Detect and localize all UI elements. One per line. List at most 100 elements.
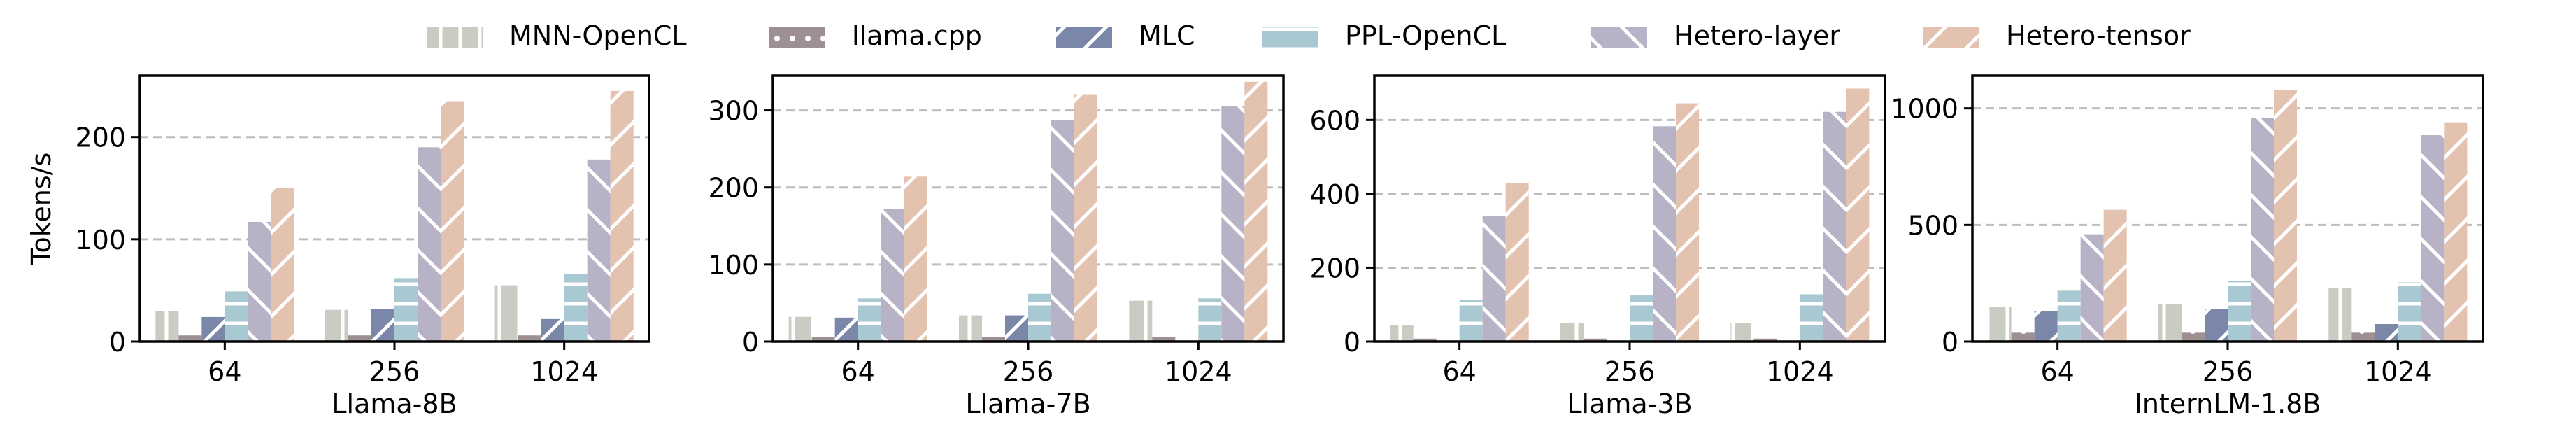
bar-mnn-opencl-64 (155, 311, 179, 342)
chart-panels: 0 100 200 64 256 1024 Llama-8B Tokens/s 0 100 200 3… (26, 74, 2484, 419)
y-tick-label: 1000 (1891, 94, 1958, 125)
x-tick-label: 1024 (530, 356, 598, 387)
bar-ppl-opencl-1024 (1198, 298, 1222, 342)
x-tick-label: 64 (841, 356, 874, 387)
bar-hetero-layer-64 (2080, 234, 2104, 342)
bar-ppl-opencl-256 (1028, 293, 1051, 342)
bar-mlc-64 (2034, 311, 2058, 342)
bar-hetero-layer-64 (881, 209, 904, 342)
y-tick-label: 600 (1309, 105, 1360, 136)
x-tick-label: 64 (1442, 356, 1476, 387)
bar-hetero-tensor-1024 (610, 90, 634, 342)
x-tick-label: 256 (1003, 356, 1054, 387)
x-axis-label: InternLM-1.8B (2135, 388, 2321, 419)
bar-hetero-layer-64 (1482, 216, 1506, 342)
x-tick-label: 64 (2040, 356, 2074, 387)
bar-mnn-opencl-256 (2158, 304, 2182, 342)
bar-hetero-layer-256 (418, 147, 441, 342)
x-tick-label: 256 (1604, 356, 1656, 387)
y-tick-label: 200 (708, 173, 759, 204)
bar-hetero-layer-1024 (1823, 111, 1846, 342)
bar-hetero-layer-1024 (2421, 135, 2445, 342)
legend-label: MNN-OpenCL (509, 20, 687, 51)
bar-mlc-1024 (2375, 324, 2398, 342)
bar-llama-cpp-256 (982, 337, 1005, 342)
bar-mnn-opencl-64 (1988, 307, 2012, 342)
bar-llama-cpp-64 (811, 337, 835, 342)
bar-hetero-layer-1024 (1221, 106, 1245, 342)
bar-mlc-64 (201, 316, 225, 342)
bar-ppl-opencl-1024 (1800, 294, 1823, 342)
bar-mnn-opencl-256 (325, 309, 348, 342)
chart-internlm-1-8b: 0 500 1000 64 256 1024 InternLM-1.8B (1891, 74, 2484, 419)
bar-hetero-tensor-1024 (1846, 88, 1870, 342)
y-tick-label: 0 (1344, 327, 1360, 358)
x-tick-label: 1024 (1766, 356, 1834, 387)
bar-hetero-layer-1024 (587, 159, 611, 342)
bar-llama-cpp-64 (2011, 332, 2035, 342)
bar-llama-cpp-256 (1584, 338, 1607, 342)
bar-ppl-opencl-256 (2228, 281, 2251, 342)
y-tick-label: 500 (1907, 210, 1958, 241)
legend-label: Hetero-tensor (2006, 20, 2191, 51)
chart-llama-3b: 0 200 400 600 64 256 1024 Llama-3B (1309, 74, 1886, 419)
bar-mlc-256 (1005, 315, 1028, 342)
x-tick-label: 256 (369, 356, 420, 387)
bar-mnn-opencl-256 (959, 315, 982, 342)
y-tick-label: 200 (75, 122, 126, 153)
legend-label: MLC (1139, 20, 1195, 51)
chart-llama-8b: 0 100 200 64 256 1024 Llama-8B Tokens/s (26, 74, 650, 419)
legend-entry-mlc: MLC (1056, 20, 1195, 51)
x-axis-label: Llama-3B (1567, 388, 1692, 419)
bar-mnn-opencl-256 (1560, 323, 1584, 342)
plot-frame (138, 74, 650, 343)
bar-mnn-opencl-64 (1390, 325, 1414, 342)
bar-hetero-layer-256 (2251, 118, 2274, 342)
bar-hetero-layer-256 (1051, 120, 1074, 342)
x-axis-label: Llama-7B (965, 388, 1090, 419)
x-tick-label: 1024 (2364, 356, 2432, 387)
legend-swatch (1262, 27, 1318, 48)
bar-llama-cpp-1024 (518, 335, 541, 342)
legend-entry-mnn-opencl: MNN-OpenCL (427, 20, 687, 51)
legend-swatch (1591, 27, 1647, 48)
legend-entry-hetero-layer: Hetero-layer (1591, 20, 1840, 51)
bar-mnn-opencl-1024 (1129, 300, 1153, 342)
x-tick-label: 64 (208, 356, 241, 387)
bar-hetero-tensor-256 (2274, 90, 2297, 342)
bar-mlc-256 (371, 309, 394, 342)
bar-hetero-tensor-1024 (1244, 81, 1268, 342)
y-axis-label: Tokens/s (26, 153, 57, 266)
y-tick-label: 300 (708, 96, 759, 127)
bar-hetero-tensor-64 (271, 188, 294, 342)
x-tick-label: 1024 (1165, 356, 1232, 387)
bar-mnn-opencl-64 (788, 316, 812, 342)
y-tick-label: 200 (1309, 253, 1360, 284)
bar-ppl-opencl-64 (858, 298, 881, 342)
bar-hetero-tensor-256 (441, 101, 464, 342)
bar-hetero-tensor-64 (1505, 183, 1529, 342)
bar-hetero-tensor-256 (1074, 94, 1097, 342)
bar-mlc-1024 (541, 318, 564, 342)
bar-ppl-opencl-1024 (2398, 282, 2421, 342)
legend-swatch (1056, 27, 1112, 48)
bar-mnn-opencl-1024 (494, 285, 518, 342)
bar-llama-cpp-256 (2182, 332, 2205, 342)
bar-hetero-tensor-256 (1676, 103, 1699, 342)
legend-label: llama.cpp (852, 20, 982, 51)
bar-hetero-layer-64 (248, 222, 271, 342)
legend-label: Hetero-layer (1674, 20, 1840, 51)
bar-ppl-opencl-256 (1630, 295, 1653, 342)
legend-entry-hetero-tensor: Hetero-tensor (1923, 20, 2191, 51)
y-tick-label: 400 (1309, 179, 1360, 210)
bar-mlc-256 (2205, 309, 2228, 342)
bar-llama-cpp-1024 (1152, 337, 1176, 342)
legend-swatch (1923, 27, 1979, 48)
chart-llama-7b: 0 100 200 300 64 256 1024 Llama-7B (708, 74, 1285, 419)
bar-mlc-64 (834, 317, 858, 342)
y-tick-label: 100 (708, 250, 759, 281)
legend: MNN-OpenCL llama.cpp MLC PPL-OpenCL Hetero-l… (427, 20, 2191, 51)
bar-llama-cpp-64 (1413, 338, 1437, 342)
bar-hetero-tensor-1024 (2444, 122, 2468, 342)
